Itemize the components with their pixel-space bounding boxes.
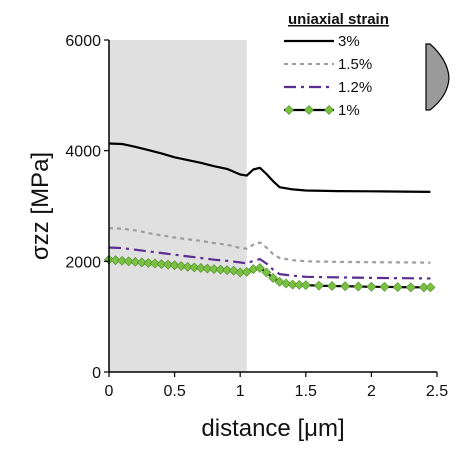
series-marker-3 bbox=[136, 257, 147, 268]
y-tick-label: 2000 bbox=[65, 254, 101, 271]
series-marker-3 bbox=[110, 255, 121, 266]
x-tick-label: 2 bbox=[367, 383, 376, 400]
series-marker-3 bbox=[287, 279, 298, 290]
legend-label-2: 1.2% bbox=[338, 79, 372, 96]
series-marker-3 bbox=[300, 280, 311, 291]
series-marker-3 bbox=[123, 256, 134, 267]
series-marker-3 bbox=[294, 279, 305, 290]
axes-layer bbox=[108, 40, 437, 373]
series-line-0 bbox=[108, 142, 431, 193]
series-marker-3 bbox=[117, 255, 128, 266]
y-tick-label: 6000 bbox=[65, 33, 101, 50]
series-marker-3 bbox=[130, 256, 141, 267]
x-tick-label: 0 bbox=[105, 383, 114, 400]
series-marker-3 bbox=[366, 281, 377, 292]
series-marker-3 bbox=[222, 265, 233, 276]
ticks-layer: 0 0.5 1 1.5 2 2.5 0 2000 4000 6000 bbox=[65, 33, 448, 400]
series-marker-3 bbox=[353, 281, 364, 292]
legend-items: 3% 1.5% 1.2% 1% bbox=[284, 33, 372, 119]
series-marker-3 bbox=[392, 282, 403, 292]
series-marker-3 bbox=[202, 263, 213, 274]
series-marker-3 bbox=[163, 259, 173, 270]
series-marker-3 bbox=[209, 264, 219, 275]
x-tick-label: 1.5 bbox=[295, 383, 317, 400]
y-tick-label: 0 bbox=[92, 365, 101, 382]
series-line-1 bbox=[108, 227, 431, 264]
series-marker-3 bbox=[379, 281, 390, 292]
legend-label-0: 3% bbox=[338, 33, 360, 50]
series-marker-3 bbox=[176, 261, 187, 271]
series-marker-3 bbox=[169, 260, 180, 271]
legend-marker-3 bbox=[304, 105, 314, 115]
series-marker-3 bbox=[182, 261, 193, 272]
x-tick-label: 0.5 bbox=[163, 383, 185, 400]
series-marker-3 bbox=[274, 276, 285, 287]
x-axis-label: distance [μm] bbox=[201, 415, 344, 442]
x-tick-label: 2.5 bbox=[426, 383, 448, 400]
legend-label-3: 1% bbox=[338, 102, 360, 119]
legend-marker-3 bbox=[284, 105, 294, 115]
legend-label-1: 1.5% bbox=[338, 56, 372, 73]
shaded-region-layer bbox=[109, 40, 247, 372]
series-marker-3 bbox=[254, 263, 265, 273]
series-marker-3 bbox=[327, 281, 337, 291]
legend: uniaxial strain 3% 1.5% 1.2% 1% bbox=[284, 11, 389, 119]
series-marker-3 bbox=[261, 267, 272, 278]
series-marker-3 bbox=[281, 278, 292, 289]
legend-marker-3 bbox=[324, 105, 334, 115]
series-marker-3 bbox=[313, 280, 324, 291]
series-marker-3 bbox=[425, 282, 436, 293]
series-marker-3 bbox=[143, 258, 154, 268]
y-tick-label: 4000 bbox=[65, 144, 101, 161]
series-marker-3 bbox=[156, 259, 167, 270]
series-marker-3 bbox=[195, 263, 206, 273]
x-tick-label: 1 bbox=[236, 383, 245, 400]
series-marker-3 bbox=[268, 273, 278, 283]
shaded-region bbox=[109, 40, 247, 372]
series-marker-3 bbox=[189, 262, 200, 273]
series-marker-3 bbox=[149, 258, 160, 269]
y-axis-label: σzz [MPa] bbox=[27, 152, 54, 260]
series-marker-3 bbox=[405, 282, 416, 293]
series-marker-3 bbox=[215, 264, 226, 275]
series-layer bbox=[104, 142, 436, 293]
legend-title: uniaxial strain bbox=[288, 11, 389, 28]
series-marker-3 bbox=[340, 281, 351, 292]
pillar-cross-section-icon bbox=[425, 43, 450, 111]
series-marker-3 bbox=[418, 282, 429, 293]
